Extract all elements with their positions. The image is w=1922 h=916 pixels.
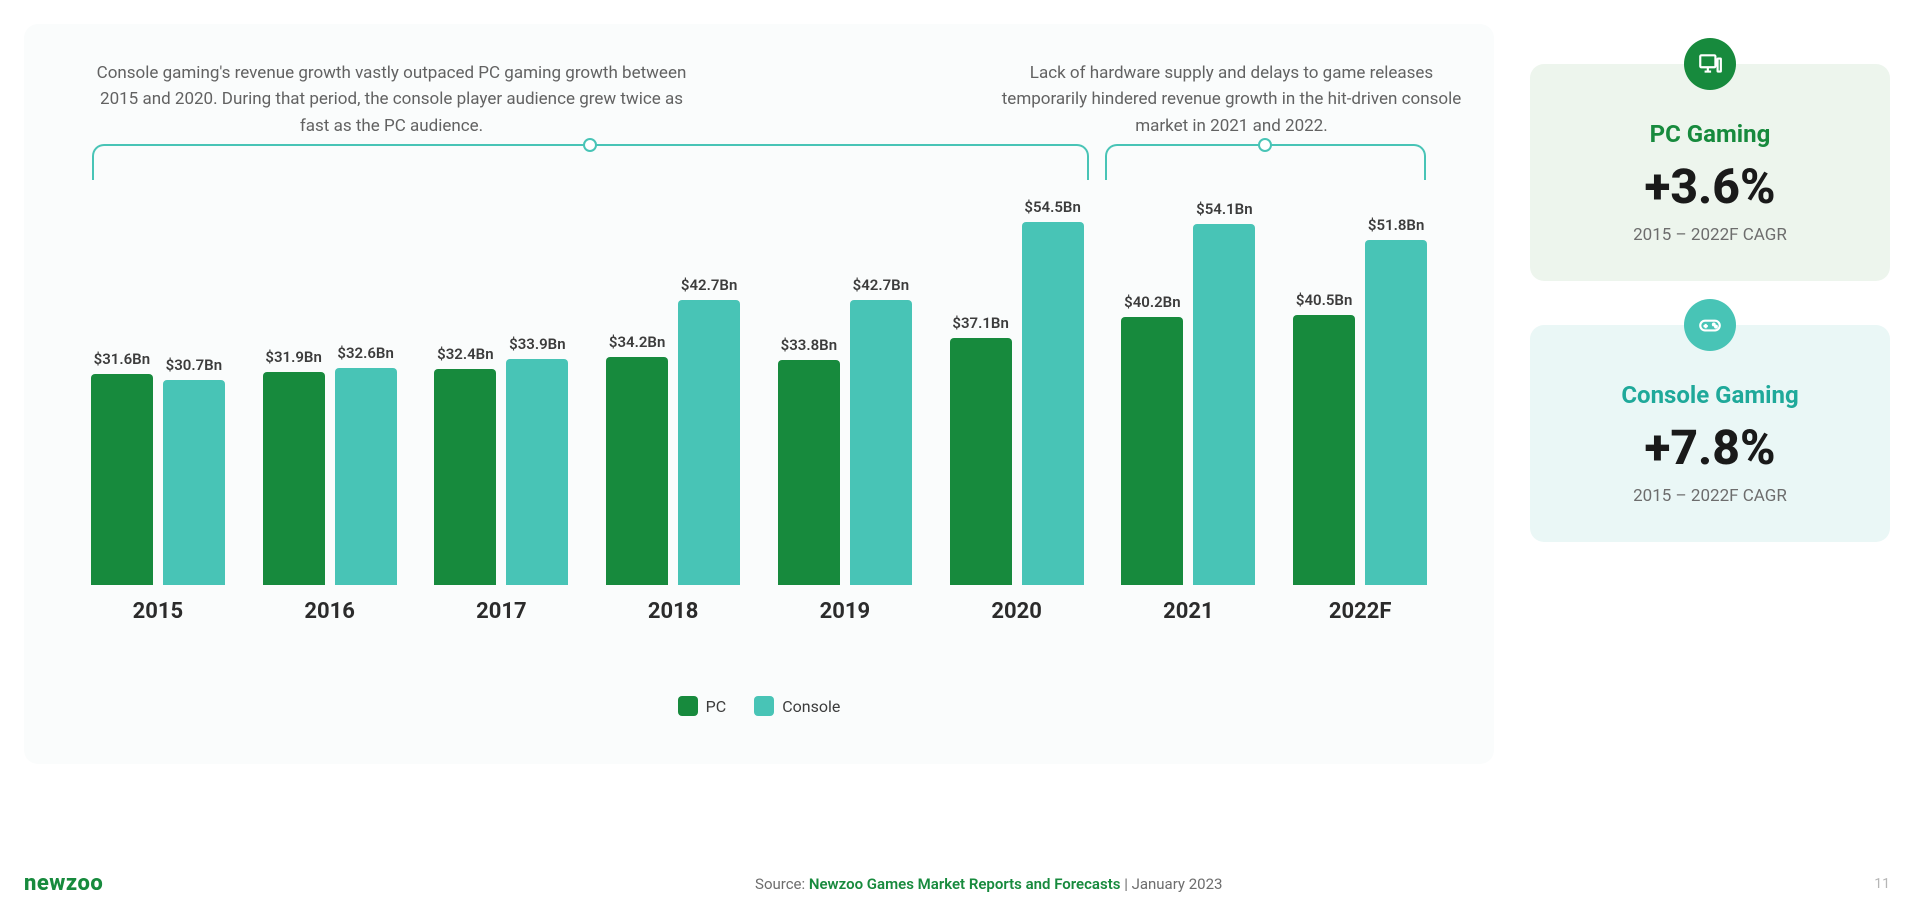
bar-value-label: $54.5Bn bbox=[1024, 198, 1080, 216]
category-label: 2019 bbox=[771, 599, 919, 624]
year-group: $40.5Bn $51.8Bn 2022F bbox=[1286, 194, 1434, 624]
brand-logo: newzoo bbox=[24, 871, 103, 896]
year-group: $32.4Bn $33.9Bn 2017 bbox=[428, 194, 576, 624]
bar bbox=[950, 338, 1012, 585]
bar-console: $42.7Bn bbox=[678, 276, 740, 585]
bar-value-label: $34.2Bn bbox=[609, 333, 665, 351]
bar-value-label: $32.6Bn bbox=[337, 344, 393, 362]
category-label: 2015 bbox=[84, 599, 232, 624]
bar-value-label: $33.9Bn bbox=[509, 335, 565, 353]
legend-label: PC bbox=[706, 697, 727, 716]
bar-pc: $32.4Bn bbox=[434, 345, 496, 585]
bracket-dot bbox=[583, 138, 597, 152]
category-label: 2022F bbox=[1286, 599, 1434, 624]
category-label: 2018 bbox=[599, 599, 747, 624]
legend-item-pc: PC bbox=[678, 696, 727, 716]
chart-annotations: Console gaming's revenue growth vastly o… bbox=[24, 60, 1494, 139]
bar bbox=[1022, 222, 1084, 585]
bar-console: $32.6Bn bbox=[335, 344, 397, 585]
bar-value-label: $33.8Bn bbox=[781, 336, 837, 354]
annotation-brackets bbox=[24, 144, 1494, 184]
bar bbox=[1121, 317, 1183, 585]
footer: newzoo Source: Newzoo Games Market Repor… bbox=[24, 871, 1890, 896]
bar-chart: $31.6Bn $30.7Bn 2015 $31.9Bn $32.6Bn 2016 $32.… bbox=[84, 194, 1434, 624]
bar-value-label: $42.7Bn bbox=[853, 276, 909, 294]
bar-value-label: $40.5Bn bbox=[1296, 291, 1352, 309]
bar-value-label: $37.1Bn bbox=[952, 314, 1008, 332]
chart-legend: PC Console bbox=[24, 696, 1494, 716]
bar bbox=[778, 360, 840, 585]
bar-pc: $34.2Bn bbox=[606, 333, 668, 585]
bar-console: $33.9Bn bbox=[506, 335, 568, 585]
category-label: 2017 bbox=[428, 599, 576, 624]
bar-console: $30.7Bn bbox=[163, 356, 225, 585]
bar bbox=[163, 380, 225, 585]
legend-swatch bbox=[678, 696, 698, 716]
year-group: $34.2Bn $42.7Bn 2018 bbox=[599, 194, 747, 624]
year-group: $33.8Bn $42.7Bn 2019 bbox=[771, 194, 919, 624]
bar-value-label: $40.2Bn bbox=[1124, 293, 1180, 311]
bar-value-label: $32.4Bn bbox=[437, 345, 493, 363]
source-citation: Source: Newzoo Games Market Reports and … bbox=[103, 875, 1874, 893]
legend-label: Console bbox=[782, 697, 840, 716]
bar-value-label: $51.8Bn bbox=[1368, 216, 1424, 234]
bar bbox=[263, 372, 325, 585]
card-title: PC Gaming bbox=[1554, 120, 1866, 148]
bar bbox=[850, 300, 912, 585]
chart-panel: Console gaming's revenue growth vastly o… bbox=[24, 24, 1494, 764]
bar-console: $54.5Bn bbox=[1022, 198, 1084, 585]
bar-console: $54.1Bn bbox=[1193, 200, 1255, 585]
bar bbox=[606, 357, 668, 585]
year-group: $40.2Bn $54.1Bn 2021 bbox=[1115, 194, 1263, 624]
bar-console: $51.8Bn bbox=[1365, 216, 1427, 585]
bar bbox=[335, 368, 397, 585]
bar-console: $42.7Bn bbox=[850, 276, 912, 585]
gamepad-icon bbox=[1684, 299, 1736, 351]
category-label: 2016 bbox=[256, 599, 404, 624]
summary-card: Console Gaming +7.8% 2015 – 2022F CAGR bbox=[1530, 325, 1890, 542]
year-group: $31.6Bn $30.7Bn 2015 bbox=[84, 194, 232, 624]
bar-value-label: $30.7Bn bbox=[166, 356, 222, 374]
category-label: 2021 bbox=[1115, 599, 1263, 624]
bar bbox=[1293, 315, 1355, 585]
bar-pc: $40.2Bn bbox=[1121, 293, 1183, 585]
bar-pc: $31.6Bn bbox=[91, 350, 153, 585]
card-subtitle: 2015 – 2022F CAGR bbox=[1554, 486, 1866, 506]
bar-pc: $37.1Bn bbox=[950, 314, 1012, 585]
annotation-bracket bbox=[92, 144, 1089, 180]
summary-cards: PC Gaming+3.6%2015 – 2022F CAGRConsole G… bbox=[1530, 64, 1890, 542]
card-title: Console Gaming bbox=[1554, 381, 1866, 409]
bar-value-label: $31.9Bn bbox=[265, 348, 321, 366]
annotation-right: Lack of hardware supply and delays to ga… bbox=[759, 60, 1494, 139]
legend-swatch bbox=[754, 696, 774, 716]
card-subtitle: 2015 – 2022F CAGR bbox=[1554, 225, 1866, 245]
card-value: +7.8% bbox=[1554, 419, 1866, 476]
bar bbox=[1193, 224, 1255, 585]
year-group: $37.1Bn $54.5Bn 2020 bbox=[943, 194, 1091, 624]
bar bbox=[678, 300, 740, 585]
desktop-icon bbox=[1684, 38, 1736, 90]
source-label: Source: bbox=[755, 875, 809, 893]
bar-value-label: $42.7Bn bbox=[681, 276, 737, 294]
bar-value-label: $54.1Bn bbox=[1196, 200, 1252, 218]
bar bbox=[506, 359, 568, 585]
source-link[interactable]: Newzoo Games Market Reports and Forecast… bbox=[809, 875, 1121, 893]
annotation-bracket bbox=[1105, 144, 1427, 180]
annotation-left: Console gaming's revenue growth vastly o… bbox=[24, 60, 759, 139]
bar-pc: $33.8Bn bbox=[778, 336, 840, 585]
page-number: 11 bbox=[1874, 876, 1890, 892]
category-label: 2020 bbox=[943, 599, 1091, 624]
bar-pc: $40.5Bn bbox=[1293, 291, 1355, 585]
card-value: +3.6% bbox=[1554, 158, 1866, 215]
bar bbox=[434, 369, 496, 585]
year-group: $31.9Bn $32.6Bn 2016 bbox=[256, 194, 404, 624]
bracket-dot bbox=[1258, 138, 1272, 152]
bar-pc: $31.9Bn bbox=[263, 348, 325, 585]
bar bbox=[91, 374, 153, 585]
legend-item-console: Console bbox=[754, 696, 840, 716]
bar-value-label: $31.6Bn bbox=[94, 350, 150, 368]
bar bbox=[1365, 240, 1427, 585]
summary-card: PC Gaming +3.6% 2015 – 2022F CAGR bbox=[1530, 64, 1890, 281]
source-suffix: | January 2023 bbox=[1120, 875, 1222, 893]
